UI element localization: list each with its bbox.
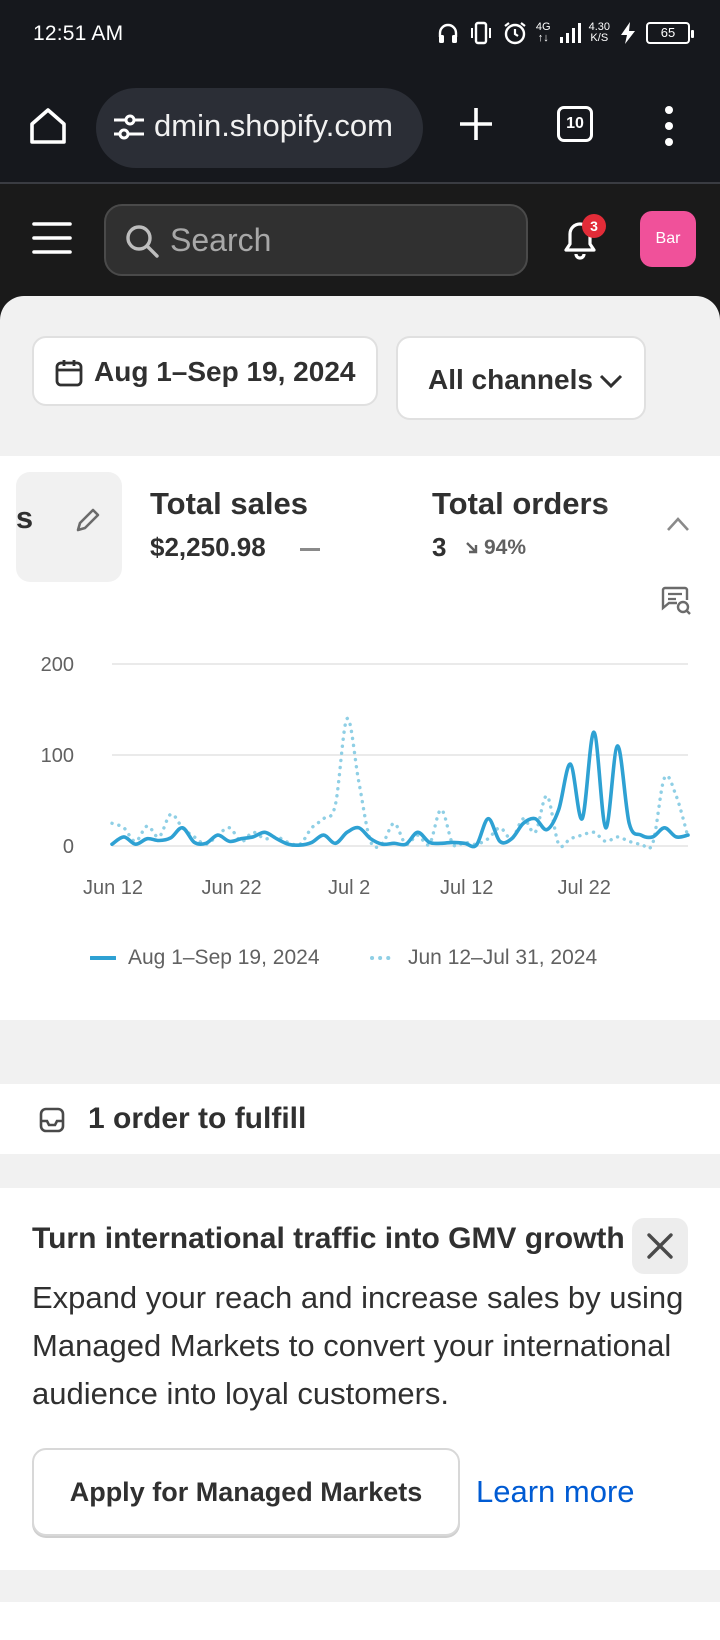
promo-title: Turn international traffic into GMV grow… — [32, 1222, 625, 1255]
total-orders-change: 94% — [484, 536, 527, 559]
analytics-card: ons Total sales $2,250.98 Total orders 3… — [0, 456, 720, 1020]
chart-insights-icon[interactable] — [660, 584, 692, 616]
x-tick-label: Jul 22 — [558, 877, 611, 899]
x-tick-label: Jun 22 — [202, 877, 262, 899]
dismiss-button[interactable] — [632, 1218, 688, 1274]
channel-label: All channels — [428, 364, 593, 395]
legend-item-current[interactable]: Aug 1–Sep 19, 2024 — [90, 946, 320, 970]
network-speed: 4.30 K/S — [589, 22, 610, 44]
learn-more-link[interactable]: Learn more — [476, 1474, 635, 1509]
metric-tile-partial[interactable]: ons — [16, 472, 122, 582]
x-tick-label: Jul 2 — [328, 877, 370, 899]
orders-to-fulfill-label[interactable]: 1 order to fulfill — [88, 1102, 307, 1135]
inbox-icon — [39, 1107, 65, 1133]
x-tick-label: Jul 12 — [440, 877, 493, 899]
browser-toolbar: dmin.shopify.com 10 — [0, 72, 720, 184]
search-field[interactable] — [104, 204, 528, 276]
main-content: Aug 1–Sep 19, 2024 All channels ons Tota… — [0, 296, 720, 1640]
dotted-line-swatch — [370, 956, 396, 960]
network-type: 4G ↑↓ — [535, 21, 551, 44]
total-sales-value: $2,250.98 — [150, 532, 266, 562]
y-tick-label: 200 — [41, 654, 74, 676]
y-tick-label: 100 — [41, 745, 74, 767]
site-settings-icon[interactable] — [112, 112, 146, 144]
store-avatar[interactable]: Bar — [640, 211, 696, 267]
next-card — [0, 1602, 720, 1640]
total-orders-title[interactable]: Total orders — [432, 486, 609, 521]
tab-switcher-button[interactable]: 10 — [557, 106, 593, 142]
close-icon — [647, 1233, 673, 1259]
x-tick-label: Jun 12 — [83, 877, 143, 899]
admin-top-bar: 3 Bar — [0, 186, 720, 296]
notification-badge: 3 — [582, 214, 606, 238]
speed-value: 4.30 — [588, 21, 610, 33]
legend-label-previous: Jun 12–Jul 31, 2024 — [408, 946, 598, 969]
legend-label-current: Aug 1–Sep 19, 2024 — [128, 946, 320, 969]
date-range-label: Aug 1–Sep 19, 2024 — [94, 356, 356, 387]
total-orders-value: 3 — [432, 532, 447, 562]
status-icons: 4G ↑↓ 4.30 K/S 65 — [436, 20, 694, 46]
channel-filter[interactable]: All channels — [396, 336, 646, 420]
metric-partial-label: ons — [16, 500, 34, 535]
managed-markets-promo: Turn international traffic into GMV grow… — [0, 1188, 720, 1570]
series-line-current — [110, 730, 690, 849]
no-change-dash — [300, 548, 320, 551]
legend-item-previous[interactable]: Jun 12–Jul 31, 2024 — [370, 946, 597, 970]
orders-to-fulfill-card[interactable]: 1 order to fulfill — [0, 1084, 720, 1154]
new-tab-icon[interactable] — [452, 100, 500, 148]
vibrate-icon — [470, 21, 491, 45]
pencil-icon[interactable] — [72, 504, 104, 536]
search-input[interactable] — [170, 220, 510, 260]
apply-managed-markets-button[interactable]: Apply for Managed Markets — [32, 1448, 460, 1536]
sales-line-chart: 200 100 0 Jun 12 Jun 22 Jul 2 Jul 12 Jul 22 — [41, 654, 690, 899]
total-sales-title[interactable]: Total sales — [150, 486, 308, 521]
y-tick-label: 0 — [63, 836, 74, 858]
home-icon[interactable] — [24, 102, 72, 150]
headphones-icon — [438, 23, 458, 43]
hamburger-menu-icon[interactable] — [32, 220, 72, 256]
chevron-up-icon — [667, 517, 689, 531]
arrow-down-right-icon — [466, 542, 478, 554]
chart-legend: Aug 1–Sep 19, 2024 Jun 12–Jul 31, 2024 — [0, 946, 720, 986]
solid-line-swatch — [90, 956, 116, 960]
speed-unit: K/S — [590, 32, 609, 44]
date-range-picker[interactable]: Aug 1–Sep 19, 2024 — [32, 336, 378, 406]
address-bar[interactable]: dmin.shopify.com — [96, 88, 423, 168]
status-time: 12:51 AM — [33, 22, 124, 45]
signal-icon — [559, 23, 581, 43]
network-label: 4G — [535, 21, 551, 33]
alarm-icon — [504, 22, 526, 45]
calendar-icon — [55, 360, 83, 387]
url-text[interactable]: dmin.shopify.com — [154, 108, 393, 143]
charging-icon — [621, 22, 635, 44]
promo-body: Expand your reach and increase sales by … — [32, 1280, 684, 1411]
battery-icon: 65 — [646, 22, 694, 44]
status-bar: 12:51 AM 4G ↑↓ 4.30 K/S 65 — [0, 0, 720, 72]
more-menu-icon[interactable] — [654, 102, 684, 150]
search-icon — [126, 225, 159, 258]
chevron-down-icon — [599, 374, 623, 389]
collapse-metrics-button[interactable] — [636, 472, 720, 582]
